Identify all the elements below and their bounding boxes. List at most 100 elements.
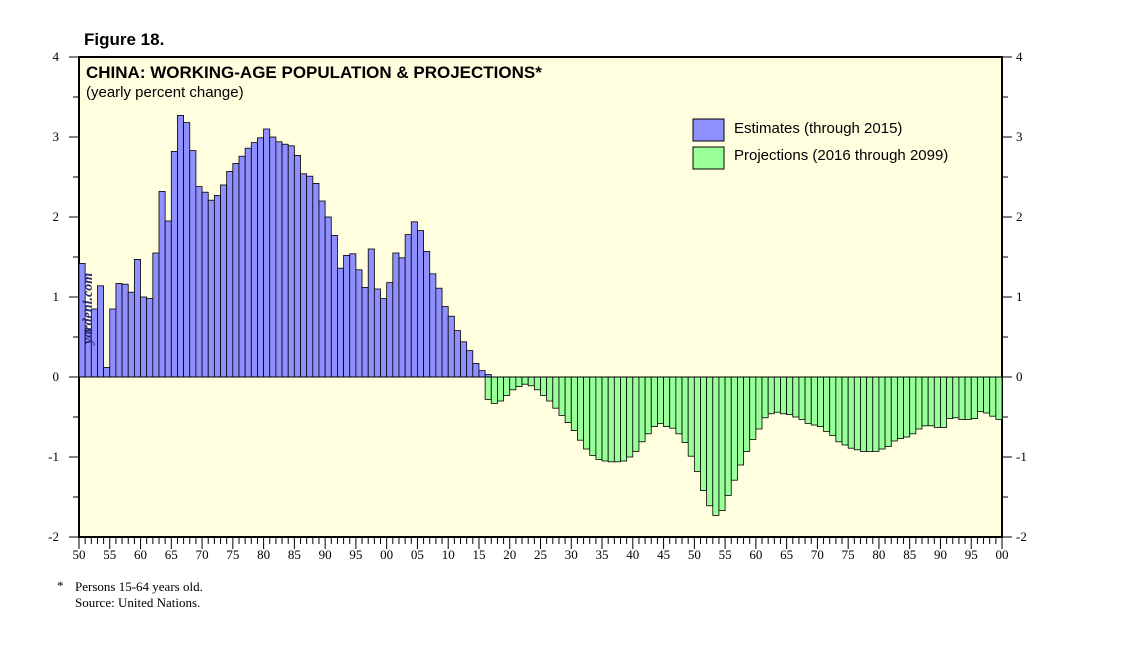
estimate-bar bbox=[410, 221, 418, 378]
projection-bar bbox=[835, 376, 843, 443]
x-tick-label: 75 bbox=[226, 547, 239, 562]
x-tick-label: 30 bbox=[565, 547, 578, 562]
y-tick-label-left: 2 bbox=[53, 209, 60, 224]
legend-swatch-projections bbox=[692, 146, 725, 170]
x-tick-label: 45 bbox=[657, 547, 670, 562]
projection-bar bbox=[804, 376, 812, 424]
projection-bar bbox=[595, 376, 603, 460]
legend-label-projections: Projections (2016 through 2099) bbox=[734, 147, 948, 164]
projection-bar bbox=[497, 376, 504, 402]
projection-bar bbox=[915, 376, 923, 430]
projection-bar bbox=[890, 376, 898, 442]
x-tick-label: 05 bbox=[411, 547, 424, 562]
y-tick-label-right: 4 bbox=[1016, 49, 1023, 64]
estimate-bar bbox=[453, 330, 461, 378]
projection-bar bbox=[589, 376, 597, 456]
projection-bar bbox=[952, 376, 960, 419]
estimate-bar bbox=[380, 298, 388, 378]
projection-bar bbox=[976, 376, 984, 412]
x-tick-label: 95 bbox=[965, 547, 978, 562]
x-tick-label: 65 bbox=[165, 547, 178, 562]
x-tick-label: 15 bbox=[472, 547, 485, 562]
x-tick-label: 75 bbox=[842, 547, 855, 562]
projection-bar bbox=[817, 376, 824, 427]
estimate-bar bbox=[306, 175, 314, 378]
estimate-bar bbox=[146, 298, 154, 378]
projection-bar bbox=[687, 376, 695, 457]
estimate-bar bbox=[183, 122, 191, 378]
y-axis-left: 4 3 2 1 0 -1 -2 bbox=[48, 49, 59, 544]
projection-bar bbox=[909, 376, 917, 435]
projection-bar bbox=[946, 376, 954, 419]
estimate-bar bbox=[189, 150, 197, 378]
estimate-bar bbox=[103, 366, 111, 378]
y-axis-right: 4 3 2 1 0 -1 -2 bbox=[1016, 49, 1027, 544]
legend-swatch-estimates bbox=[692, 118, 725, 142]
projection-bar bbox=[743, 376, 751, 452]
projection-bar bbox=[724, 376, 732, 496]
estimate-bar bbox=[300, 173, 308, 378]
x-tick-label: 70 bbox=[811, 547, 824, 562]
projection-bar bbox=[853, 376, 861, 451]
estimate-bar bbox=[337, 267, 344, 378]
projection-bar bbox=[730, 376, 738, 481]
projection-bar bbox=[503, 376, 511, 396]
x-tick-label: 60 bbox=[134, 547, 147, 562]
x-tick-label: 85 bbox=[288, 547, 301, 562]
estimate-bar bbox=[417, 230, 424, 378]
projection-bar bbox=[761, 376, 769, 419]
projection-bar bbox=[484, 376, 492, 400]
estimate-bar bbox=[318, 200, 326, 378]
y-tick-label-left: -1 bbox=[48, 449, 59, 464]
projection-bar bbox=[792, 376, 800, 418]
footnote-marker: * bbox=[57, 578, 64, 593]
projection-bar bbox=[829, 376, 837, 436]
estimate-bar bbox=[349, 253, 357, 378]
estimate-bar bbox=[170, 150, 178, 378]
y-tick-label-right: -2 bbox=[1016, 529, 1027, 544]
estimate-bar bbox=[447, 315, 455, 378]
projection-bar bbox=[773, 376, 781, 413]
y-tick-label-right: -1 bbox=[1016, 449, 1027, 464]
estimate-bar bbox=[238, 155, 246, 378]
y-tick-label-left: -2 bbox=[48, 529, 59, 544]
x-tick-label: 80 bbox=[872, 547, 885, 562]
projection-bar bbox=[933, 376, 941, 428]
projection-bar bbox=[847, 376, 855, 449]
estimate-bar bbox=[263, 128, 271, 378]
y-tick-label-left: 4 bbox=[53, 49, 60, 64]
projection-bar bbox=[657, 376, 664, 424]
estimate-bar bbox=[398, 257, 406, 378]
estimate-bar bbox=[226, 170, 234, 378]
projection-bar bbox=[970, 376, 978, 419]
estimate-bar bbox=[472, 362, 480, 378]
projection-bar bbox=[644, 376, 652, 435]
estimate-bar bbox=[140, 296, 148, 378]
estimate-bar bbox=[460, 341, 468, 378]
footnote-line-1: Persons 15-64 years old. bbox=[75, 579, 203, 594]
estimate-bar bbox=[121, 283, 129, 378]
legend: Estimates (through 2015) Projections (20… bbox=[692, 118, 948, 170]
estimate-bar bbox=[435, 287, 443, 378]
projection-bar bbox=[823, 376, 831, 432]
projection-bar bbox=[540, 376, 548, 396]
projection-bar bbox=[755, 376, 763, 430]
x-tick-label: 00 bbox=[380, 547, 393, 562]
estimate-bar bbox=[201, 191, 209, 378]
estimate-bar bbox=[244, 147, 252, 378]
axis-ticks bbox=[69, 56, 1012, 549]
projection-bar bbox=[706, 376, 714, 507]
projection-bar bbox=[632, 376, 640, 452]
projection-bar bbox=[570, 376, 578, 431]
projection-bar bbox=[681, 376, 689, 443]
estimate-bar bbox=[109, 308, 117, 378]
projection-bar bbox=[533, 376, 541, 391]
estimate-bar bbox=[312, 182, 320, 378]
projection-bar bbox=[509, 376, 517, 391]
y-tick-label-right: 3 bbox=[1016, 129, 1023, 144]
x-tick-label: 40 bbox=[626, 547, 639, 562]
estimate-bar bbox=[220, 184, 228, 378]
projection-bar bbox=[515, 376, 523, 388]
projection-bar bbox=[577, 376, 584, 441]
